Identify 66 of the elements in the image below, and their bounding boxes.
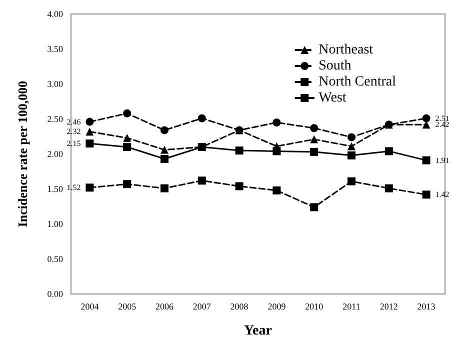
point bbox=[86, 118, 94, 126]
data-label: 2.46 bbox=[66, 117, 81, 126]
y-tick-label: 3.50 bbox=[47, 44, 64, 54]
x-tick-label: 2007 bbox=[192, 302, 212, 312]
point bbox=[198, 114, 206, 122]
x-tick-label: 2009 bbox=[268, 302, 286, 312]
point bbox=[123, 109, 132, 118]
data-label: 1.42 bbox=[435, 190, 450, 200]
data-label: 2.42 bbox=[435, 120, 450, 130]
y-axis-title: Incidence rate per 100,000 bbox=[15, 80, 30, 228]
y-tick-label: 3.00 bbox=[47, 79, 64, 89]
data-label: 2.15 bbox=[66, 139, 81, 148]
point bbox=[123, 134, 132, 142]
data-label: 2.32 bbox=[66, 127, 81, 136]
x-tick-label: 2011 bbox=[342, 302, 360, 312]
x-tick-label: 2010 bbox=[305, 302, 324, 312]
point bbox=[384, 147, 393, 156]
point bbox=[310, 124, 318, 132]
point bbox=[123, 143, 132, 151]
x-tick-label: 2006 bbox=[156, 302, 174, 312]
legend-label: North Central bbox=[318, 74, 396, 90]
x-tick-label: 2005 bbox=[118, 302, 137, 312]
point bbox=[235, 182, 244, 190]
point bbox=[160, 126, 168, 134]
y-tick-label: 2.50 bbox=[47, 114, 64, 124]
point bbox=[310, 203, 318, 212]
point bbox=[235, 146, 244, 154]
point bbox=[123, 180, 132, 188]
y-tick-label: 1.50 bbox=[47, 184, 64, 194]
point bbox=[160, 154, 168, 163]
point bbox=[422, 114, 430, 122]
point bbox=[348, 151, 356, 160]
point bbox=[86, 184, 94, 192]
point bbox=[198, 176, 206, 185]
point bbox=[310, 135, 318, 144]
y-tick-label: 2.00 bbox=[47, 149, 64, 159]
point bbox=[348, 177, 356, 186]
y-tick-label: 0.00 bbox=[47, 289, 64, 299]
point bbox=[86, 140, 94, 148]
data-label: 2.51 bbox=[435, 114, 450, 123]
point bbox=[310, 148, 318, 156]
legend-label: Northeast bbox=[318, 42, 374, 58]
x-tick-label: 2012 bbox=[380, 302, 398, 312]
point bbox=[348, 142, 356, 150]
y-tick-label: 4.00 bbox=[47, 9, 64, 19]
point bbox=[198, 143, 206, 151]
point bbox=[348, 133, 356, 142]
x-tick-label: 2004 bbox=[80, 302, 100, 312]
legend-label: West bbox=[318, 90, 346, 106]
x-tick-label: 2008 bbox=[230, 302, 249, 312]
point bbox=[272, 118, 281, 126]
point bbox=[422, 190, 430, 199]
point bbox=[384, 184, 393, 192]
y-tick-label: 1.00 bbox=[47, 219, 64, 229]
y-tick-label: 0.50 bbox=[47, 254, 64, 264]
x-axis-title: Year bbox=[244, 324, 272, 338]
point bbox=[160, 146, 168, 154]
point bbox=[160, 184, 168, 192]
x-tick-label: 2013 bbox=[417, 302, 436, 312]
point bbox=[272, 147, 281, 156]
data-label: 1.52 bbox=[66, 183, 81, 192]
point bbox=[86, 128, 94, 136]
point bbox=[272, 186, 281, 194]
data-label: 1.91 bbox=[435, 156, 450, 165]
legend-label: South bbox=[318, 58, 352, 74]
point bbox=[422, 156, 430, 164]
